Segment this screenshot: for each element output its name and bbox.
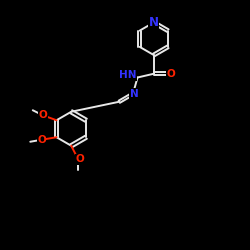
Text: N: N	[130, 89, 138, 99]
Text: HN: HN	[119, 70, 136, 81]
Text: O: O	[75, 154, 84, 164]
Text: O: O	[37, 135, 46, 145]
Text: O: O	[38, 110, 47, 120]
Text: N: N	[149, 16, 159, 29]
Text: O: O	[166, 69, 175, 79]
